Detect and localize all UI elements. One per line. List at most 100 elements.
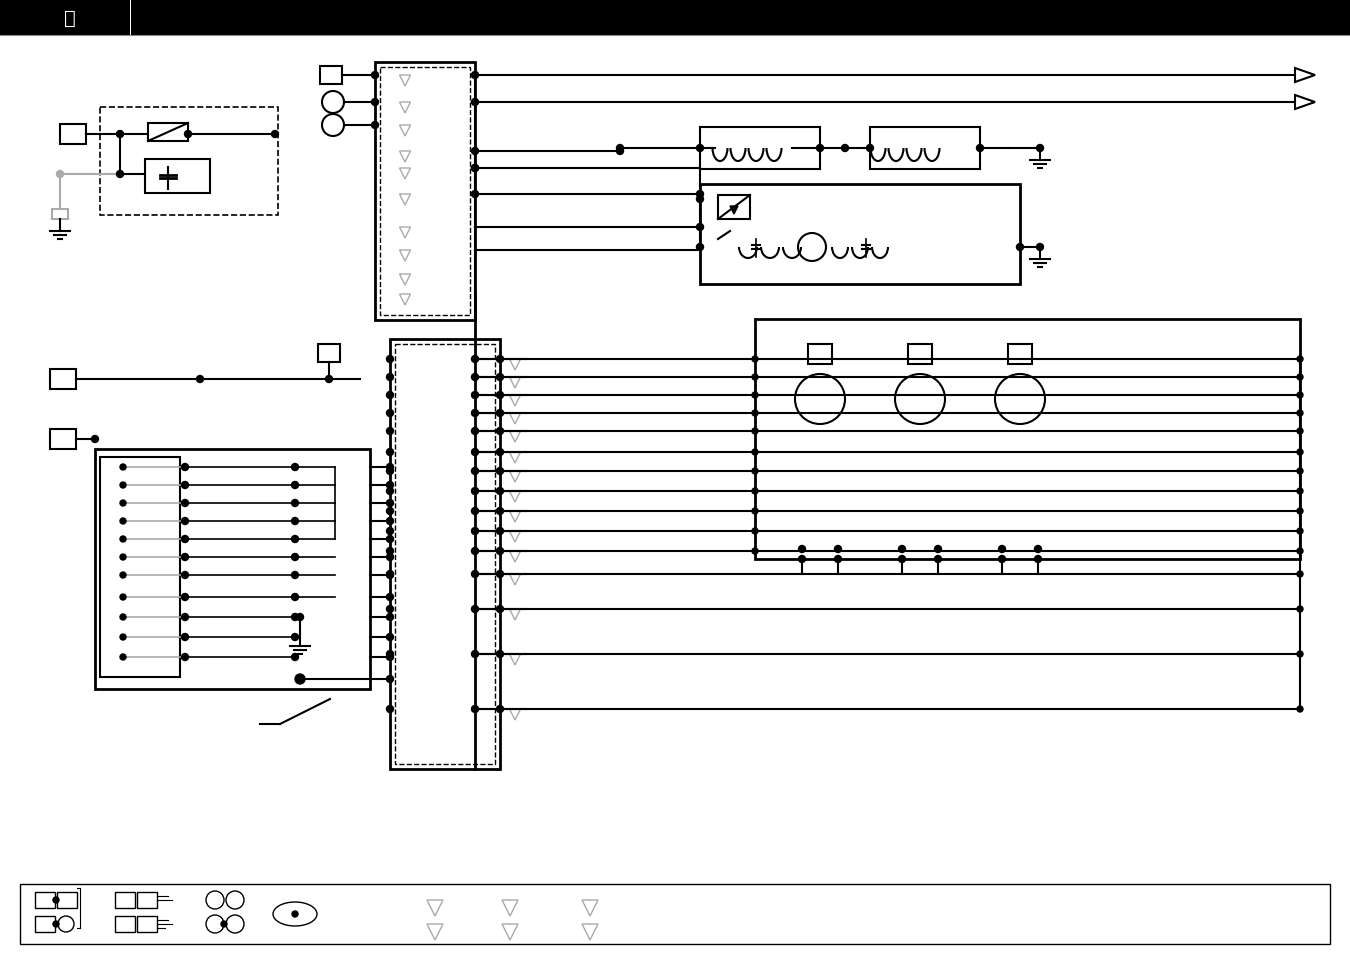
Bar [35,916,55,932]
Polygon shape [427,924,443,940]
Circle shape [497,410,504,417]
Circle shape [471,410,478,417]
Circle shape [185,132,192,138]
Polygon shape [400,294,410,306]
Circle shape [386,482,393,489]
Bar [809,345,832,365]
Circle shape [292,554,298,561]
Circle shape [497,356,504,363]
Circle shape [271,132,278,138]
Bar [136,892,157,908]
Circle shape [899,556,906,563]
Circle shape [181,500,189,507]
Circle shape [181,536,189,543]
Bar [35,892,55,908]
Circle shape [798,546,806,553]
Circle shape [471,449,478,456]
Circle shape [181,654,189,660]
Circle shape [181,482,189,489]
Circle shape [471,165,478,172]
Circle shape [120,500,126,506]
Polygon shape [509,709,521,720]
Circle shape [181,594,189,601]
Circle shape [120,464,126,471]
Bar [390,339,500,769]
Circle shape [386,518,393,525]
Bar [115,916,135,932]
Circle shape [899,546,906,553]
Circle shape [386,428,393,435]
Polygon shape [502,900,518,916]
Circle shape [386,594,393,601]
Polygon shape [509,609,521,620]
Circle shape [497,606,504,613]
Circle shape [297,614,304,620]
Circle shape [471,392,478,399]
Bar [100,457,180,678]
Polygon shape [400,194,410,206]
Circle shape [386,468,393,475]
Circle shape [292,594,298,601]
Bar [0,0,1350,36]
Bar [869,128,980,170]
Bar [701,185,1021,285]
Polygon shape [400,228,410,239]
Bar [59,125,86,145]
Circle shape [386,488,393,495]
Circle shape [386,614,393,620]
Circle shape [120,573,126,578]
Circle shape [120,595,126,600]
Polygon shape [400,76,410,87]
Polygon shape [509,359,521,371]
Bar [1008,345,1031,365]
Circle shape [617,149,624,155]
Circle shape [116,172,123,178]
Circle shape [999,546,1006,553]
Circle shape [1297,509,1303,515]
Circle shape [497,428,504,435]
Bar [136,916,157,932]
Circle shape [120,482,126,489]
Circle shape [1297,469,1303,475]
Bar [148,124,188,142]
Circle shape [181,464,189,471]
Circle shape [181,554,189,561]
Circle shape [386,528,393,535]
Bar [396,345,495,764]
Circle shape [386,548,393,555]
Circle shape [386,536,393,543]
Circle shape [1034,546,1041,553]
Bar [144,160,211,193]
Polygon shape [509,395,521,407]
Circle shape [471,165,478,172]
Circle shape [471,651,478,658]
Bar [319,345,340,363]
Circle shape [497,651,504,658]
Bar [115,892,135,908]
Circle shape [497,392,504,399]
Circle shape [292,500,298,507]
Circle shape [471,356,478,363]
Circle shape [497,548,504,555]
Circle shape [120,537,126,542]
Circle shape [1297,450,1303,456]
Circle shape [752,450,757,456]
Bar [50,370,76,390]
Circle shape [497,528,504,535]
Bar [20,884,1330,944]
Circle shape [92,436,99,443]
Circle shape [292,634,298,640]
Circle shape [471,99,478,107]
Circle shape [999,556,1006,563]
Circle shape [497,706,504,713]
Circle shape [386,410,393,417]
Circle shape [371,72,378,79]
Polygon shape [582,924,598,940]
Circle shape [120,635,126,640]
Circle shape [181,518,189,525]
Circle shape [386,654,393,660]
Circle shape [120,555,126,560]
Bar [53,210,68,220]
Bar [50,430,76,450]
Circle shape [471,706,478,713]
